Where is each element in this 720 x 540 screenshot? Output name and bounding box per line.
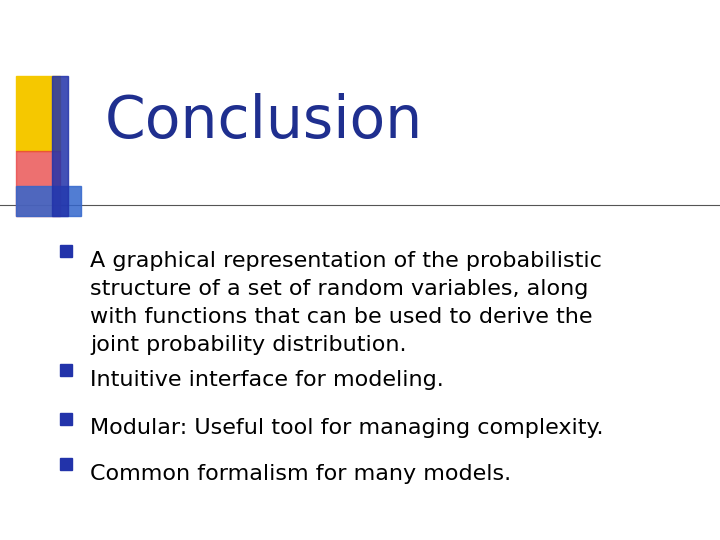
Text: Modular: Useful tool for managing complexity.: Modular: Useful tool for managing comple… (90, 418, 603, 438)
Bar (16, 186, 81, 216)
Text: A graphical representation of the probabilistic
structure of a set of random var: A graphical representation of the probab… (90, 251, 602, 355)
Text: Conclusion: Conclusion (104, 93, 423, 150)
Text: Common formalism for many models.: Common formalism for many models. (90, 464, 511, 484)
Bar (16, 151, 60, 216)
Bar (52, 76, 68, 216)
Bar (16, 76, 60, 151)
Text: Intuitive interface for modeling.: Intuitive interface for modeling. (90, 370, 444, 390)
